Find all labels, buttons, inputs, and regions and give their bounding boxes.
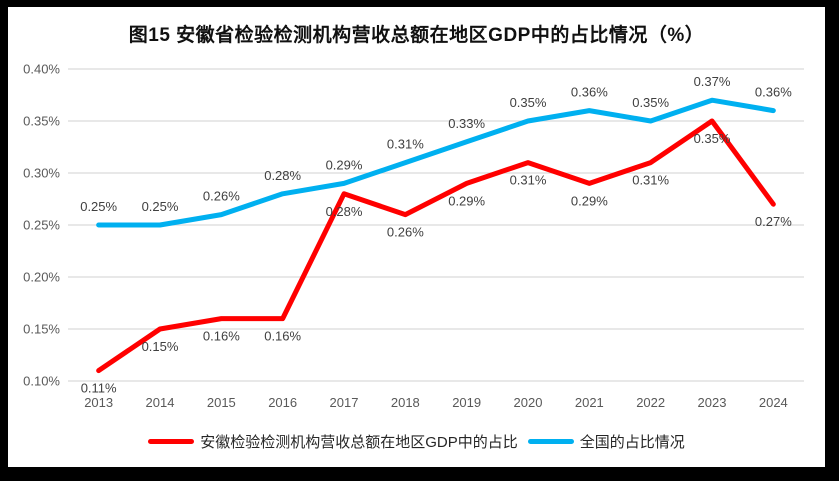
legend-label-anhui: 安徽检验检测机构营收总额在地区GDP中的占比 bbox=[200, 434, 518, 451]
x-tick-label: 2015 bbox=[207, 395, 236, 410]
national-data-label: 0.29% bbox=[326, 157, 363, 172]
anhui-data-label: 0.29% bbox=[571, 193, 608, 208]
national-data-label: 0.36% bbox=[571, 85, 608, 100]
national-data-label: 0.35% bbox=[510, 95, 547, 110]
legend-item-anhui: 安徽检验检测机构营收总额在地区GDP中的占比 bbox=[148, 431, 518, 452]
anhui-data-label: 0.35% bbox=[694, 131, 731, 146]
chart-title: 图15 安徽省检验检测机构营收总额在地区GDP中的占比情况（%） bbox=[128, 25, 705, 46]
national-data-label: 0.37% bbox=[694, 74, 731, 89]
x-tick-label: 2014 bbox=[146, 395, 175, 410]
legend-line-anhui-icon bbox=[148, 439, 195, 444]
x-tick-label: 2013 bbox=[84, 395, 113, 410]
y-tick-label: 0.30% bbox=[23, 166, 60, 181]
national-data-label: 0.33% bbox=[448, 116, 485, 131]
x-tick-label: 2020 bbox=[514, 395, 543, 410]
x-tick-label: 2018 bbox=[391, 395, 420, 410]
y-tick-label: 0.15% bbox=[23, 322, 60, 337]
anhui-data-label: 0.27% bbox=[755, 214, 792, 229]
y-tick-label: 0.10% bbox=[23, 374, 60, 389]
national-data-label: 0.26% bbox=[203, 189, 240, 204]
chart-svg: 0.40% 0.35% 0.30% 0.25% 0.20% 0.15% 0.10% 2013 2… bbox=[23, 62, 804, 410]
national-data-label: 0.25% bbox=[142, 199, 179, 214]
x-tick-label: 2022 bbox=[636, 395, 665, 410]
anhui-data-label: 0.26% bbox=[387, 225, 424, 240]
legend-label-national: 全国的占比情况 bbox=[579, 434, 685, 451]
national-data-label: 0.35% bbox=[632, 95, 669, 110]
anhui-data-label: 0.16% bbox=[203, 329, 240, 344]
legend-line-national-icon bbox=[527, 439, 574, 444]
national-data-label: 0.36% bbox=[755, 85, 792, 100]
national-data-label: 0.31% bbox=[387, 137, 424, 152]
anhui-data-label: 0.29% bbox=[448, 193, 485, 208]
anhui-data-label: 0.16% bbox=[264, 329, 301, 344]
x-tick-label: 2019 bbox=[452, 395, 481, 410]
chart-legend: 安徽检验检测机构营收总额在地区GDP中的占比 全国的占比情况 bbox=[8, 431, 825, 452]
x-tick-label: 2016 bbox=[268, 395, 297, 410]
y-tick-label: 0.20% bbox=[23, 270, 60, 285]
series-line-anhui bbox=[96, 118, 776, 374]
y-tick-label: 0.35% bbox=[23, 114, 60, 129]
anhui-data-label: 0.15% bbox=[142, 339, 179, 354]
anhui-data-label: 0.28% bbox=[326, 204, 363, 219]
x-tick-label: 2023 bbox=[698, 395, 727, 410]
national-data-label: 0.28% bbox=[264, 168, 301, 183]
anhui-data-label: 0.11% bbox=[81, 381, 117, 396]
x-tick-label: 2021 bbox=[575, 395, 604, 410]
anhui-data-label: 0.31% bbox=[510, 173, 547, 188]
y-tick-label: 0.25% bbox=[23, 218, 60, 233]
national-data-label: 0.25% bbox=[80, 199, 117, 214]
legend-item-national: 全国的占比情况 bbox=[527, 431, 685, 452]
y-tick-label: 0.40% bbox=[23, 62, 60, 77]
x-tick-label: 2017 bbox=[330, 395, 359, 410]
series-line-national bbox=[96, 97, 776, 228]
anhui-data-label: 0.31% bbox=[632, 173, 669, 188]
x-tick-label: 2024 bbox=[759, 395, 788, 410]
